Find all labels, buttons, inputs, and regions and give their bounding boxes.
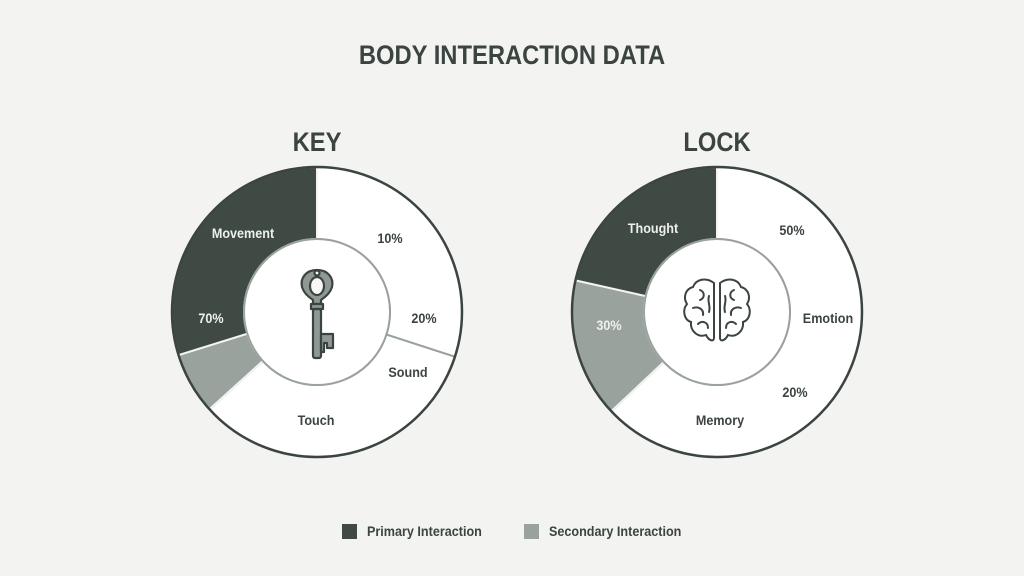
legend-label: Primary Interaction [367,523,482,539]
chart-label: 10% [377,230,403,246]
brain-icon [683,278,751,342]
lock-donut [570,165,864,459]
chart-label: Thought [627,220,679,236]
chart-label: 20% [782,384,808,400]
donut-outline [170,165,464,459]
donut-hole [643,238,791,386]
legend-swatch-secondary [524,523,539,539]
chart-label: 20% [411,310,437,326]
legend-item-primary: Primary Interaction [342,523,495,539]
chart-label: 70% [198,310,224,326]
legend-item-secondary: Secondary Interaction [524,523,696,539]
page-title: BODY INTERACTION DATA [358,40,666,70]
chart-label: 50% [779,222,805,238]
lock-chart-title: LOCK [683,127,751,157]
chart-label: Sound [388,364,428,380]
chart-label: 30% [596,317,622,333]
key-icon [300,268,335,360]
legend-swatch-primary [342,523,357,539]
legend-label: Secondary Interaction [549,523,682,539]
chart-label: Emotion [802,310,854,326]
key-donut [170,165,464,459]
chart-label: Touch [297,412,335,428]
chart-label: Movement [211,225,275,241]
key-chart-title: KEY [292,127,342,157]
chart-label: Memory [695,412,745,428]
donut-outline [570,165,864,459]
